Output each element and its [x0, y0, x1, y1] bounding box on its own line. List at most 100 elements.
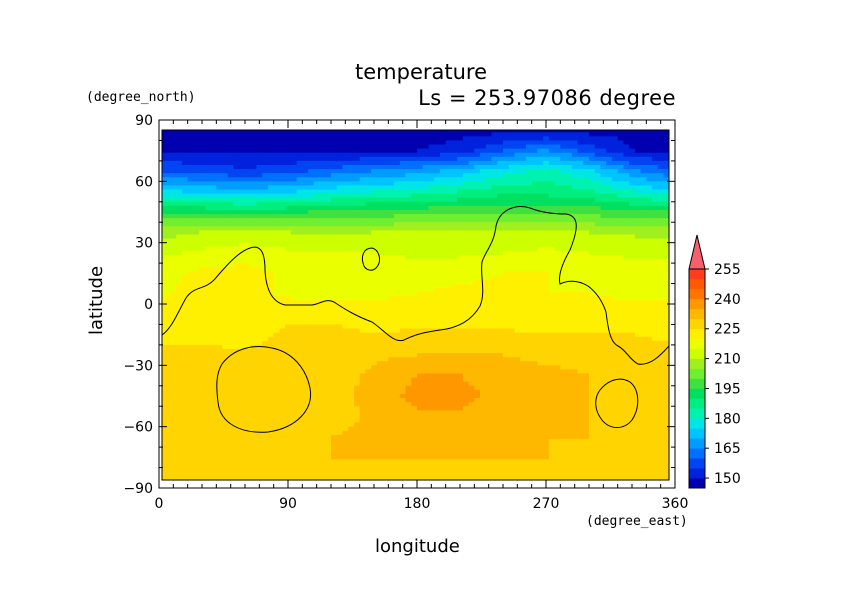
heatmap-cell	[164, 169, 172, 174]
heatmap-cell	[222, 144, 229, 150]
heatmap-cell	[480, 189, 487, 195]
heatmap-cell	[216, 254, 223, 260]
heatmap-cell	[210, 181, 217, 187]
heatmap-cell	[583, 263, 590, 268]
heatmap-cell	[227, 177, 235, 182]
heatmap-cell	[187, 226, 194, 231]
heatmap-cell	[164, 226, 172, 231]
heatmap-cell	[445, 287, 452, 293]
heatmap-cell	[325, 259, 332, 264]
heatmap-cell	[629, 259, 636, 264]
heatmap-cell	[657, 283, 665, 289]
heatmap-cell	[503, 160, 510, 166]
heatmap-cell	[273, 234, 280, 240]
heatmap-cell	[508, 218, 516, 223]
heatmap-cell	[331, 263, 338, 268]
heatmap-cell	[233, 238, 240, 244]
heatmap-cell	[531, 169, 538, 174]
heatmap-cell	[485, 242, 493, 248]
heatmap-cell	[279, 140, 286, 146]
heatmap-cell	[611, 222, 619, 227]
heatmap-cell	[170, 144, 177, 150]
heatmap-cell	[353, 218, 361, 223]
heatmap-cell	[422, 230, 430, 236]
heatmap-cell	[308, 299, 315, 305]
heatmap-cell	[308, 173, 315, 178]
heatmap-cell	[652, 185, 659, 191]
heatmap-cell	[353, 283, 361, 289]
heatmap-cell	[462, 279, 470, 285]
heatmap-cell	[623, 169, 630, 174]
heatmap-cell	[629, 169, 636, 174]
heatmap-cell	[319, 287, 326, 293]
heatmap-cell	[531, 214, 538, 219]
heatmap-cell	[290, 320, 298, 326]
heatmap-cell	[491, 148, 498, 154]
heatmap-cell	[560, 295, 567, 301]
heatmap-cell	[508, 312, 516, 317]
heatmap-cell	[285, 283, 292, 289]
heatmap-cell	[348, 201, 355, 207]
heatmap-cell	[210, 189, 217, 195]
heatmap-cell	[313, 320, 321, 326]
heatmap-cell	[629, 189, 636, 195]
heatmap-cell	[566, 267, 573, 272]
heatmap-cell	[594, 304, 602, 309]
heatmap-cell	[405, 295, 412, 301]
heatmap-cell	[468, 185, 475, 191]
heatmap-cell	[462, 164, 470, 170]
heatmap-cell	[227, 185, 235, 191]
heatmap-cell	[560, 160, 567, 166]
heatmap-cell	[319, 209, 326, 215]
heatmap-cell	[313, 324, 321, 330]
heatmap-cell	[388, 304, 395, 309]
heatmap-cell	[285, 263, 292, 268]
heatmap-cell	[331, 287, 338, 293]
heatmap-cell	[554, 130, 561, 133]
heatmap-cell	[210, 164, 217, 170]
heatmap-cell	[531, 238, 538, 244]
heatmap-cell	[296, 250, 303, 256]
heatmap-cell	[382, 254, 389, 260]
heatmap-cell	[359, 250, 366, 256]
heatmap-cell	[611, 271, 619, 276]
heatmap-cell	[285, 250, 292, 256]
heatmap-cell	[376, 344, 384, 350]
heatmap-cell	[508, 308, 516, 313]
heatmap-cell	[176, 152, 183, 158]
heatmap-cell	[468, 177, 475, 182]
heatmap-cell	[468, 254, 475, 260]
heatmap-cell	[279, 226, 286, 231]
heatmap-cell	[617, 193, 624, 199]
heatmap-cell	[256, 160, 263, 166]
heatmap-cell	[193, 140, 200, 146]
heatmap-cell	[428, 226, 435, 231]
heatmap-cell	[262, 164, 269, 170]
heatmap-cell	[388, 152, 395, 158]
heatmap-cell	[623, 275, 630, 281]
heatmap-cell	[376, 263, 384, 268]
heatmap-cell	[371, 181, 378, 187]
heatmap-cell	[531, 328, 538, 334]
heatmap-cell	[497, 242, 504, 248]
heatmap-cell	[474, 263, 481, 268]
heatmap-cell	[583, 246, 590, 252]
heatmap-cell	[348, 193, 355, 199]
heatmap-cell	[233, 222, 240, 227]
heatmap-cell	[262, 177, 269, 182]
heatmap-cell	[537, 316, 544, 321]
heatmap-cell	[285, 279, 292, 285]
heatmap-cell	[388, 140, 395, 146]
heatmap-cell	[617, 218, 624, 223]
heatmap-cell	[199, 295, 206, 301]
heatmap-cell	[652, 291, 659, 297]
heatmap-cell	[537, 320, 544, 326]
heatmap-cell	[181, 271, 189, 276]
heatmap-cell	[417, 201, 424, 207]
heatmap-cell	[199, 197, 206, 203]
heatmap-cell	[376, 283, 384, 289]
heatmap-cell	[634, 173, 642, 178]
heatmap-cell	[176, 197, 183, 203]
heatmap-cell	[181, 201, 189, 207]
heatmap-cell	[623, 156, 630, 162]
